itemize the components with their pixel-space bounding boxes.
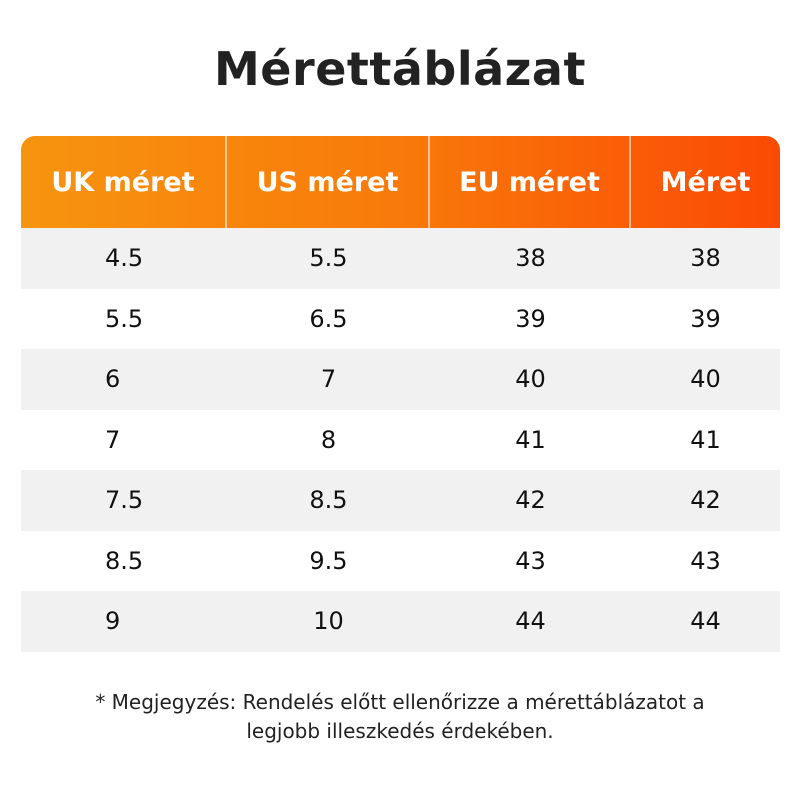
cell-uk: 7.5 xyxy=(105,486,144,515)
table-row: 7 8 41 41 xyxy=(21,409,780,470)
cell-eu: 40 xyxy=(515,365,546,394)
cell-eu: 38 xyxy=(515,244,546,273)
cell-size: 42 xyxy=(690,486,721,515)
cell-eu: 43 xyxy=(515,546,546,575)
cell-uk: 4.5 xyxy=(105,244,144,273)
cell-size: 39 xyxy=(690,304,721,333)
cell-us: 8 xyxy=(320,425,337,454)
cell-eu: 44 xyxy=(515,607,546,636)
size-table: UK méret US méret EU méret Méret 4.5 5.5… xyxy=(21,136,780,652)
page-title: Mérettáblázat xyxy=(214,42,586,96)
cell-us: 9.5 xyxy=(309,546,348,575)
cell-us: 8.5 xyxy=(309,486,348,515)
table-row: 4.5 5.5 38 38 xyxy=(21,228,780,289)
cell-size: 38 xyxy=(690,244,721,273)
cell-us: 10 xyxy=(313,607,344,636)
cell-uk: 6 xyxy=(105,365,121,394)
cell-size: 44 xyxy=(690,607,721,636)
cell-size: 41 xyxy=(690,425,721,454)
footnote-line-2: legjobb illeszkedés érdekében. xyxy=(246,719,554,743)
header-us-size: US méret xyxy=(227,136,430,228)
cell-eu: 39 xyxy=(515,304,546,333)
table-row: 7.5 8.5 42 42 xyxy=(21,470,780,531)
cell-eu: 41 xyxy=(515,425,546,454)
cell-us: 7 xyxy=(320,365,337,394)
cell-eu: 42 xyxy=(515,486,546,515)
cell-uk: 5.5 xyxy=(105,304,144,333)
cell-uk: 7 xyxy=(105,425,121,454)
header-eu-size: EU méret xyxy=(430,136,631,228)
table-row: 9 10 44 44 xyxy=(21,591,780,652)
table-row: 6 7 40 40 xyxy=(21,349,780,410)
cell-uk: 9 xyxy=(105,607,121,636)
cell-size: 40 xyxy=(690,365,721,394)
table-row: 5.5 6.5 39 39 xyxy=(21,288,780,349)
footnote-line-1: * Megjegyzés: Rendelés előtt ellenőrizze… xyxy=(95,690,705,714)
footnote: * Megjegyzés: Rendelés előtt ellenőrizze… xyxy=(40,688,760,746)
cell-us: 5.5 xyxy=(309,244,348,273)
header-uk-size: UK méret xyxy=(21,136,227,228)
table-header: UK méret US méret EU méret Méret xyxy=(21,136,780,228)
cell-us: 6.5 xyxy=(309,304,348,333)
table-row: 8.5 9.5 43 43 xyxy=(21,530,780,591)
cell-size: 43 xyxy=(690,546,721,575)
cell-uk: 8.5 xyxy=(105,546,144,575)
header-size: Méret xyxy=(660,166,751,198)
